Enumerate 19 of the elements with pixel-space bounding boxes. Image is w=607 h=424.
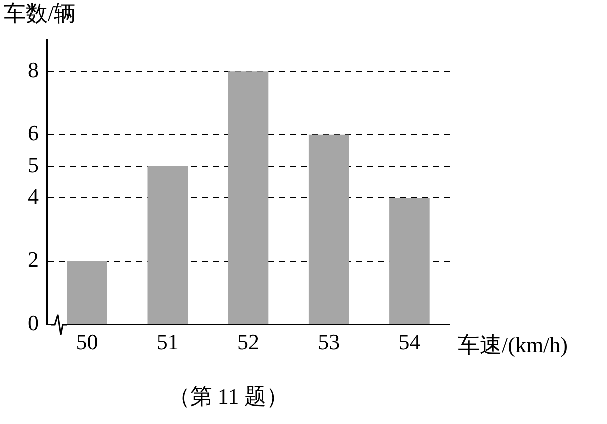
bar: [148, 166, 188, 324]
bar: [67, 261, 108, 324]
y-tick-label: 2: [28, 247, 39, 272]
y-axis-title: 车数/辆: [4, 0, 76, 26]
x-tick-label: 53: [318, 330, 340, 355]
x-tick-label: 51: [156, 330, 179, 355]
x-tick-label: 54: [398, 330, 421, 355]
x-axis-title: 车速/(km/h): [458, 332, 568, 358]
x-tick-label: 52: [238, 330, 260, 355]
y-tick-label: 6: [28, 120, 39, 146]
x-tick-label: 50: [76, 330, 98, 355]
text: （第 11 题）: [168, 384, 289, 409]
y-tick-label: 5: [28, 152, 39, 178]
y-tick-label: 4: [28, 184, 39, 209]
bar: [228, 72, 269, 324]
bar: [390, 198, 430, 324]
y-tick-label: 0: [28, 310, 39, 336]
y-tick-label: 8: [28, 57, 39, 82]
bar: [308, 134, 350, 324]
